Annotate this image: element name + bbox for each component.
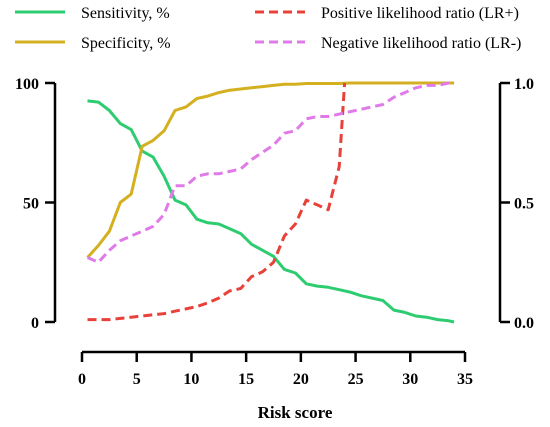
legend-label: Sensitivity, %	[81, 5, 170, 22]
legend-item-2: Specificity, %	[15, 35, 171, 52]
legend-label: Negative likelihood ratio (LR-)	[321, 35, 521, 52]
right-y-tick-label: 0.5	[514, 196, 534, 213]
x-tick-label: 15	[238, 371, 254, 388]
x-tick-label: 5	[133, 371, 141, 388]
left-y-tick-label: 0	[31, 315, 39, 332]
legend-item-3: Positive likelihood ratio (LR+)	[255, 5, 519, 22]
x-tick-label: 30	[402, 371, 418, 388]
right-y-tick-label: 0.0	[514, 315, 534, 332]
x-tick-label: 25	[348, 371, 364, 388]
x-tick-label: 0	[78, 371, 86, 388]
series-line-3	[87, 82, 347, 322]
x-axis-title: Risk score	[258, 403, 333, 422]
legend: Sensitivity, % Specificity, % Positive lik…	[15, 5, 521, 52]
x-tick-label: 10	[183, 371, 199, 388]
series-line-2	[86, 81, 455, 259]
left-y-tick-label: 100	[15, 76, 39, 93]
left-y-tick-label: 50	[23, 196, 39, 213]
ticks-layer: 0 50 100 0.0 0.5 1.0 0 5 10 15 20 25 30 35	[15, 76, 534, 388]
series-line-4	[86, 81, 455, 264]
legend-item-1: Sensitivity, %	[15, 5, 170, 22]
series-line-1	[87, 99, 455, 324]
axes	[45, 81, 510, 362]
legend-label: Positive likelihood ratio (LR+)	[321, 5, 519, 22]
legend-item-4: Negative likelihood ratio (LR-)	[255, 35, 521, 52]
x-tick-label: 35	[457, 371, 473, 388]
x-tick-label: 20	[293, 371, 309, 388]
series-layer	[86, 81, 455, 324]
legend-label: Specificity, %	[81, 35, 171, 52]
right-y-tick-label: 1.0	[514, 76, 534, 93]
